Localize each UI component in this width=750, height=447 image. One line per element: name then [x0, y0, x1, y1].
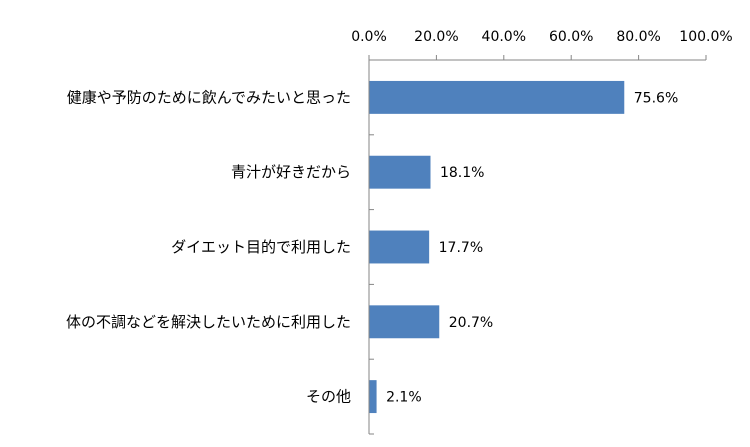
data-label: 2.1% [386, 390, 422, 406]
y-axis [368, 59, 374, 435]
x-tick-label: 40.0% [482, 29, 526, 45]
x-tick-label: 0.0% [351, 29, 387, 45]
category-label: その他 [306, 388, 351, 406]
category-label: ダイエット目的で利用した [171, 238, 351, 256]
bar [369, 305, 440, 339]
bar [369, 155, 431, 189]
x-tick-label: 60.0% [549, 29, 593, 45]
bar [369, 380, 377, 414]
x-tick-label: 100.0% [679, 29, 732, 45]
category-labels: 健康や予防のために飲んでみたいと思った青汁が好きだからダイエット目的で利用した体… [66, 88, 351, 405]
x-tick-label: 80.0% [616, 29, 660, 45]
bar [369, 230, 430, 264]
data-label: 18.1% [440, 165, 484, 181]
data-label: 17.7% [439, 240, 483, 256]
category-label: 健康や予防のために飲んでみたいと思った [67, 88, 351, 106]
x-tick-label: 20.0% [414, 29, 458, 45]
x-axis: 0.0% 20.0% 40.0% 60.0% 80.0% 100.0% [351, 29, 733, 61]
data-label: 20.7% [449, 315, 493, 331]
category-label: 青汁が好きだから [231, 163, 351, 181]
data-labels: 75.6% 18.1% 17.7% 20.7% 2.1% [386, 90, 678, 405]
category-label: 体の不調などを解決したいために利用した [66, 313, 351, 331]
bar-series [369, 80, 625, 414]
bar [369, 80, 625, 114]
data-label: 75.6% [634, 90, 678, 106]
